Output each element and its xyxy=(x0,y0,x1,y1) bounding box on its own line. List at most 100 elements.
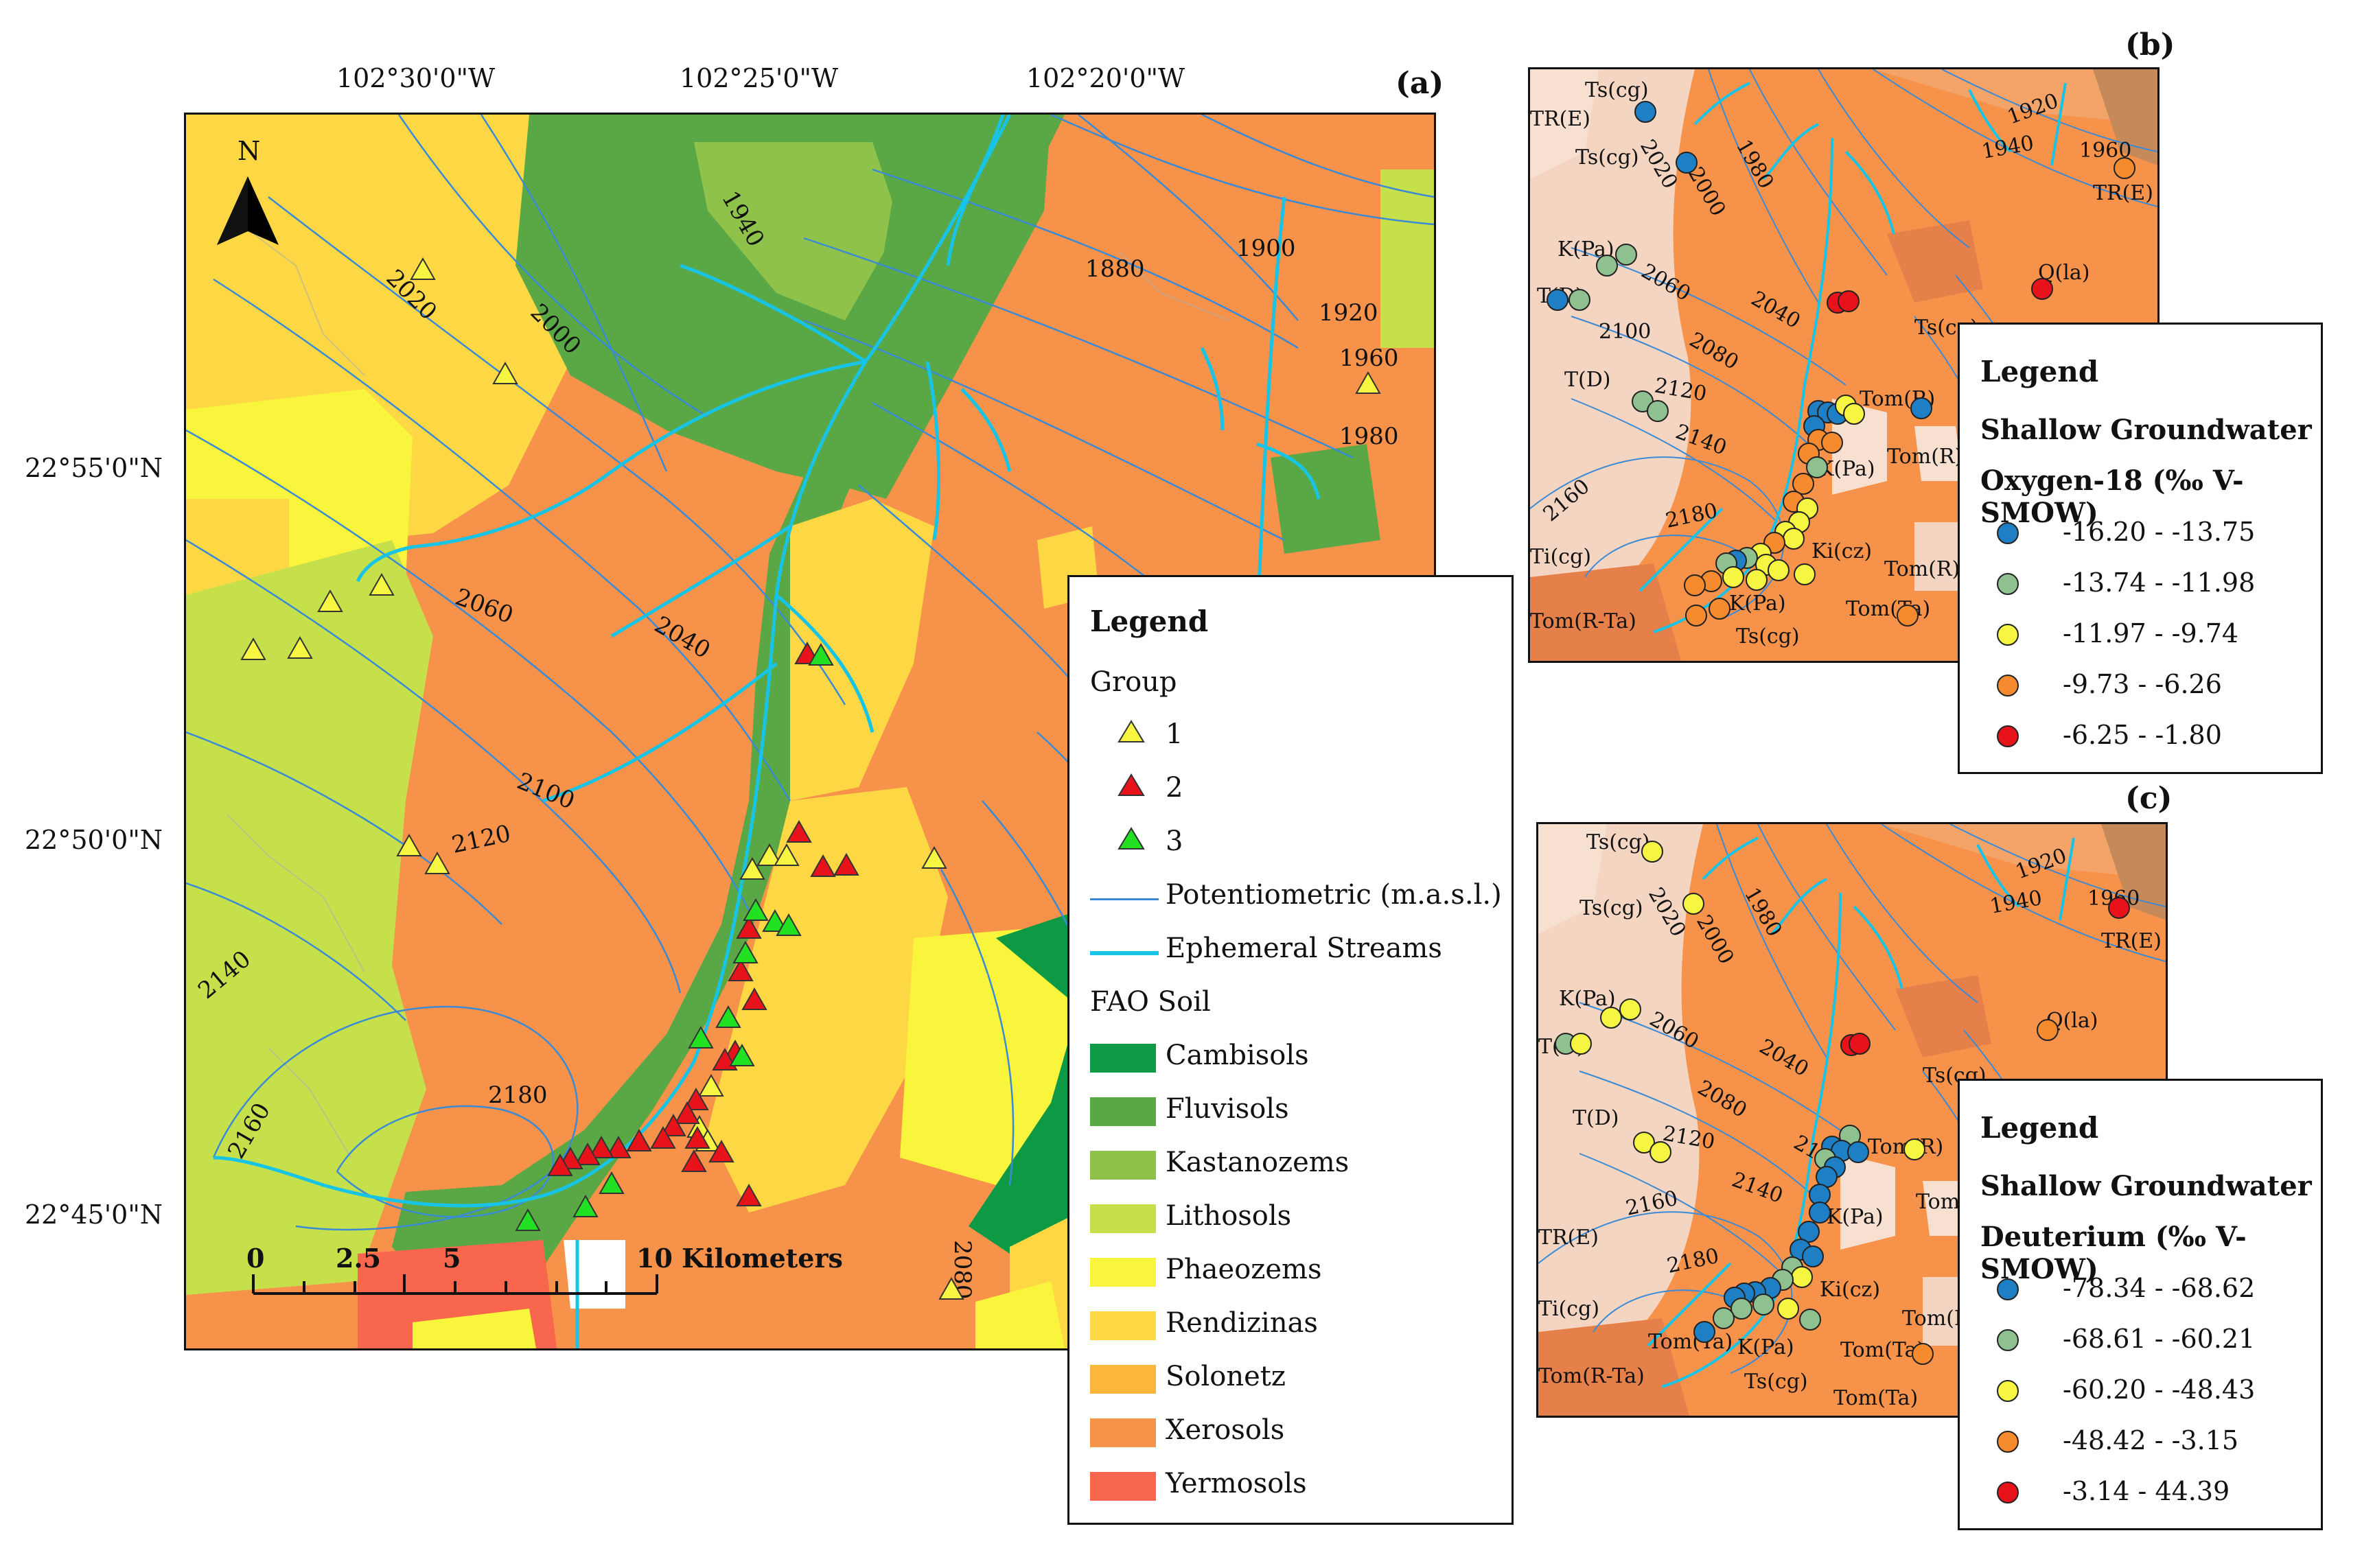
sample-marker xyxy=(1596,255,1618,277)
geology-label: TR(E) xyxy=(2093,181,2153,205)
main-legend: Legend Group 1 2 3 Potentiometric (m.a.s… xyxy=(1067,575,1514,1525)
sample-marker xyxy=(684,1125,710,1149)
oxygen-samples xyxy=(1547,101,2135,627)
kastanozems-swatch xyxy=(1090,1151,1156,1180)
class-label: -78.34 - -68.62 xyxy=(2063,1273,2256,1303)
class-circle-icon xyxy=(1997,675,2019,697)
oxygen-legend: Legend Shallow Groundwater Oxygen-18 (‰ … xyxy=(1958,323,2323,774)
geology-label: TR(E) xyxy=(1538,1226,1599,1250)
sample-marker xyxy=(674,1101,700,1124)
sample-marker xyxy=(1821,432,1843,454)
sample-marker xyxy=(424,851,450,874)
geology-label: Ts(cg) xyxy=(1585,78,1649,102)
class-label: -16.20 - -13.75 xyxy=(2063,517,2256,547)
sample-marker xyxy=(1777,1298,1799,1320)
sample-marker xyxy=(732,940,759,963)
sample-marker xyxy=(1791,1266,1813,1288)
rendzinas-area xyxy=(275,259,364,341)
geology-label: Ts(cg) xyxy=(1579,896,1643,920)
panel-label-a: (a) xyxy=(1396,66,1444,101)
sample-marker xyxy=(588,1135,614,1158)
sample-marker xyxy=(1768,559,1790,581)
class-label: -60.20 - -48.43 xyxy=(2063,1374,2256,1405)
class-circle-icon xyxy=(1997,624,2019,646)
sample-marker xyxy=(776,913,802,936)
group-2-triangle-icon xyxy=(1118,773,1145,796)
sample-marker xyxy=(688,1025,714,1049)
group-heading: Group xyxy=(1090,666,1177,698)
scale-tick: 2.5 xyxy=(336,1243,381,1274)
sample-marker xyxy=(1792,473,1814,495)
soil-label: Xerosols xyxy=(1166,1414,1285,1446)
sample-marker xyxy=(369,572,395,596)
sample-marker xyxy=(728,958,754,981)
soil-label: Phaeozems xyxy=(1166,1254,1322,1285)
geology-label: TR(E) xyxy=(1530,107,1590,131)
soil-label: Fluvisols xyxy=(1166,1093,1289,1125)
class-circle-icon xyxy=(1997,1329,2019,1351)
legend-subtitle: Oxygen-18 (‰ V-SMOW) xyxy=(1980,465,2244,529)
sample-marker xyxy=(660,1113,686,1136)
sample-marker xyxy=(1619,998,1641,1020)
sample-marker xyxy=(1838,290,1860,312)
geology-label: Ts(cg) xyxy=(1586,830,1650,854)
geology-label: T(D) xyxy=(1564,368,1610,392)
sample-marker xyxy=(1641,841,1663,863)
sample-marker xyxy=(736,1183,762,1206)
sample-marker xyxy=(810,854,836,877)
deuterium-samples xyxy=(1555,841,2130,1365)
sample-marker xyxy=(1684,574,1706,596)
class-circle-icon xyxy=(1997,1431,2019,1453)
contour-label: 2100 xyxy=(1599,320,1651,344)
oxygen-class-symbols xyxy=(1997,522,2019,747)
geology-label: K(Pa) xyxy=(1827,1205,1884,1229)
geology-label: Ti(cg) xyxy=(1538,1297,1599,1321)
geology-label: Tom(R-Ta) xyxy=(1530,609,1636,633)
sample-marker xyxy=(1849,1033,1871,1055)
geology-labels-c: Ts(cg) Ts(cg) K(Pa) T(D) T(D) TR(E) Ti(c… xyxy=(1538,830,2162,1410)
class-label: -68.61 - -60.21 xyxy=(2063,1324,2256,1354)
group-1-triangle-icon xyxy=(1118,720,1145,742)
geology-label: Ki(cz) xyxy=(1820,1278,1880,1302)
rendzinas-area xyxy=(708,787,948,1213)
sample-marker xyxy=(1682,893,1704,915)
rendzinas-area xyxy=(790,499,934,801)
contour-label: 1920 xyxy=(1319,299,1378,327)
sample-marker xyxy=(683,1087,709,1110)
sample-marker xyxy=(1615,244,1637,266)
sample-marker xyxy=(743,898,769,921)
scale-tick: 5 xyxy=(443,1243,461,1274)
class-circle-icon xyxy=(1997,1482,2019,1503)
sample-marker xyxy=(1799,1309,1821,1331)
sample-marker xyxy=(1903,1138,1925,1160)
sample-marker xyxy=(240,637,266,660)
north-label: N xyxy=(238,136,260,166)
sample-marker xyxy=(708,1139,734,1162)
phaeozems-area xyxy=(413,1309,536,1348)
panel-label-b: (b) xyxy=(2125,27,2175,62)
class-label: -48.42 - -3.15 xyxy=(2063,1425,2239,1455)
group-2-samples xyxy=(547,641,859,1206)
class-label: -9.73 - -6.26 xyxy=(2063,669,2222,699)
sample-marker xyxy=(1809,1202,1831,1224)
contour-label: 1960 xyxy=(1339,344,1399,372)
latitude-label: 22°50'0"N xyxy=(25,825,163,855)
sample-marker xyxy=(2037,1019,2059,1041)
legend-subtitle: Shallow Groundwater xyxy=(1980,1170,2312,1202)
latitude-label: 22°55'0"N xyxy=(25,453,163,483)
solonetz-swatch xyxy=(1090,1365,1156,1394)
sample-marker xyxy=(599,1171,625,1194)
sample-marker xyxy=(1547,289,1568,311)
sample-marker xyxy=(833,852,859,876)
group-3-triangle-icon xyxy=(1118,827,1145,850)
soil-label: Rendizinas xyxy=(1166,1307,1318,1339)
sample-marker xyxy=(741,987,767,1010)
group-3-samples xyxy=(515,642,834,1231)
yermosols-swatch xyxy=(1090,1472,1156,1501)
soil-label: Cambisols xyxy=(1166,1040,1309,1071)
sample-marker xyxy=(1843,403,1865,425)
sample-marker xyxy=(1570,1033,1592,1055)
sample-marker xyxy=(1897,605,1919,627)
geology-label: T(D) xyxy=(1573,1106,1619,1130)
sample-marker xyxy=(729,1043,755,1066)
